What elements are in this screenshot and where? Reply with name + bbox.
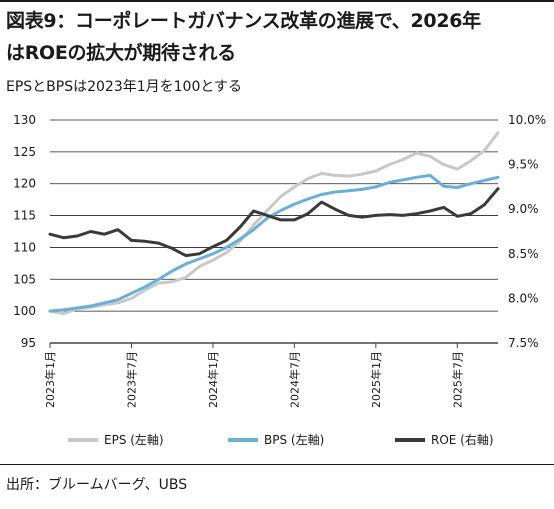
- source-note: 出所：ブルームバーグ、UBS: [6, 477, 188, 493]
- chart-title-line-1: 図表9：コーポレートガバナンス改革の進展で、2026年: [6, 10, 481, 32]
- y-left-tick-label: 105: [13, 272, 36, 286]
- legend-label: ROE (右軸): [431, 432, 494, 447]
- series-line-3: [48, 187, 500, 258]
- y-left-tick-label: 110: [13, 240, 36, 254]
- x-tick-label: 2025年7月: [450, 351, 464, 408]
- x-tick-label: 2024年1月: [206, 351, 220, 408]
- y-right-tick-label: 7.5%: [508, 336, 539, 350]
- x-tick-label: 2023年7月: [124, 351, 138, 408]
- y-left-tick-label: 100: [13, 304, 36, 318]
- y-right-tick-label: 9.0%: [508, 202, 539, 216]
- chart-subtitle: EPSとBPSは2023年1月を100とする: [6, 79, 242, 95]
- legend: EPS (左軸) BPS (左軸) ROE (右軸): [68, 432, 494, 447]
- y-right-tick-label: 8.5%: [508, 247, 539, 261]
- top-rule: [0, 0, 554, 2]
- y-right-tick-label: 9.5%: [508, 158, 539, 172]
- y-left-tick-label: 125: [13, 145, 36, 159]
- y-left-tick-label: 95: [21, 336, 36, 350]
- bottom-rule: [0, 464, 554, 465]
- y-left-tick-label: 115: [13, 209, 36, 223]
- series-line-1: [48, 131, 500, 316]
- legend-label: EPS (左軸): [104, 432, 164, 447]
- y-left-tick-label: 120: [13, 177, 36, 191]
- x-tick-label: 2023年1月: [43, 351, 57, 408]
- y-right-tick-label: 10.0%: [508, 113, 546, 127]
- y-right-tick-label: 8.0%: [508, 291, 539, 305]
- axes: 95 100 105 110 115 120 125 130 7.5% 8.0% 8.5% 9.0% 9…: [13, 113, 546, 408]
- legend-label: BPS (左軸): [264, 432, 324, 447]
- x-tick-label: 2024年7月: [287, 351, 301, 408]
- y-left-tick-label: 130: [13, 113, 36, 127]
- series-lines: [48, 131, 500, 316]
- series-line-2: [48, 173, 500, 313]
- x-tick-label: 2025年1月: [369, 351, 383, 408]
- chart-title-line-2: はROEの拡大が期待される: [6, 42, 236, 64]
